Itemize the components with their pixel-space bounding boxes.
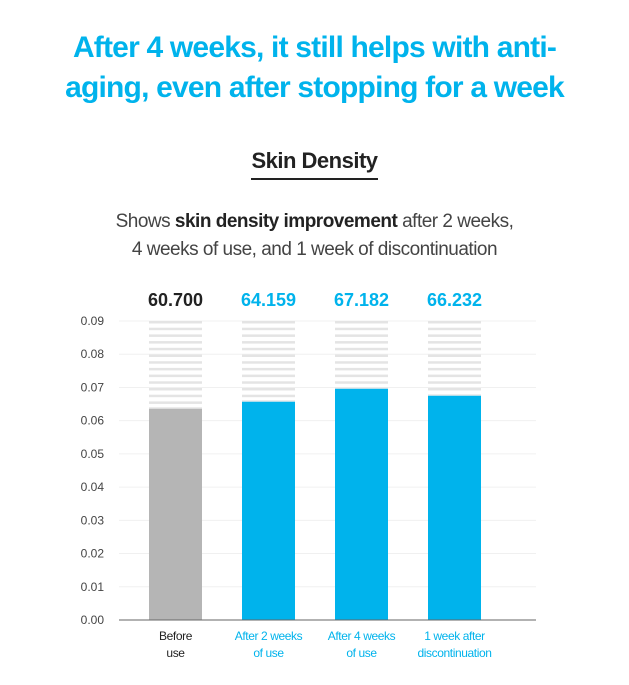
bar	[242, 401, 295, 620]
bar-stripe	[335, 341, 388, 344]
bar-stripe	[149, 388, 202, 391]
y-tick-label: 0.00	[81, 613, 105, 627]
y-tick-label: 0.05	[81, 447, 105, 461]
bar-stripe	[428, 321, 481, 324]
x-tick-label: 1 week after	[424, 629, 485, 643]
chart-title: Skin Density	[0, 148, 629, 180]
y-tick-label: 0.02	[81, 547, 105, 561]
headline-line-2: aging, even after stopping for a week	[65, 71, 565, 104]
y-tick-label: 0.09	[81, 314, 105, 328]
bar	[335, 388, 388, 620]
bar-stripe	[242, 347, 295, 351]
bar-stripe	[335, 374, 388, 378]
subtitle-bold: skin density improvement	[174, 211, 398, 232]
bar-stripe	[149, 381, 202, 384]
bar-stripe	[242, 374, 295, 378]
bar-stripe	[149, 401, 202, 404]
bar-stripe	[335, 367, 388, 371]
bar-stripe	[428, 341, 481, 344]
bar-stripe	[335, 347, 388, 351]
bar-cap	[149, 407, 202, 409]
bar-stripe	[149, 334, 202, 337]
y-tick-label: 0.03	[81, 513, 105, 527]
bar-stripe	[428, 334, 481, 337]
bar	[428, 395, 481, 620]
bar-stripe	[242, 334, 295, 337]
bar-stripe	[428, 367, 481, 371]
bar-stripe	[428, 374, 481, 378]
subtitle-pre: Shows	[115, 211, 175, 232]
bar	[149, 408, 202, 620]
subtitle-post: after 2 weeks,	[397, 211, 514, 232]
bar-stripe	[335, 381, 388, 384]
x-tick-label: Before	[159, 629, 193, 643]
data-label: 64.159	[241, 290, 296, 310]
bar-stripe	[335, 354, 388, 357]
bar-stripe	[335, 321, 388, 324]
bar-stripe	[242, 327, 295, 331]
bar-stripe	[428, 381, 481, 384]
bar-stripe	[335, 361, 388, 364]
bar-stripe	[242, 394, 295, 398]
y-tick-label: 0.04	[81, 480, 105, 494]
bar-stripe	[242, 381, 295, 384]
bar-stripe	[149, 347, 202, 351]
bar-stripe	[149, 321, 202, 324]
bar-cap	[242, 400, 295, 402]
data-label: 60.700	[148, 290, 203, 310]
bar-stripe	[149, 354, 202, 357]
headline-line-1: After 4 weeks, it still helps with anti-	[72, 31, 557, 64]
x-tick-label: After 2 weeks	[235, 629, 303, 643]
bar-stripe	[242, 354, 295, 357]
bar-stripe	[149, 394, 202, 398]
x-tick-label: of use	[253, 646, 284, 660]
bar-stripe	[335, 327, 388, 331]
bar-cap	[335, 387, 388, 389]
x-tick-label: discontinuation	[417, 646, 491, 660]
subtitle-line-2: 4 weeks of use, and 1 week of discontinu…	[131, 239, 498, 260]
bar-stripe	[242, 361, 295, 364]
x-tick-label: of use	[346, 646, 377, 660]
bar-stripe	[149, 341, 202, 344]
bar-stripe	[242, 388, 295, 391]
y-tick-label: 0.01	[81, 580, 105, 594]
data-label: 67.182	[334, 290, 389, 310]
bar-cap	[428, 394, 481, 396]
bar-stripe	[149, 374, 202, 378]
bar-stripe	[149, 327, 202, 331]
bar-stripe	[428, 388, 481, 391]
y-tick-label: 0.08	[81, 347, 105, 361]
chart-subtitle: Shows skin density improvement after 2 w…	[0, 208, 629, 264]
bar-stripe	[335, 334, 388, 337]
headline: After 4 weeks, it still helps with anti-…	[0, 28, 629, 108]
data-label: 66.232	[427, 290, 482, 310]
bar-stripe	[428, 354, 481, 357]
y-tick-label: 0.06	[81, 414, 105, 428]
bar-stripe	[242, 367, 295, 371]
bar-stripe	[428, 327, 481, 331]
bar-stripe	[242, 341, 295, 344]
bar-stripe	[149, 361, 202, 364]
y-tick-label: 0.07	[81, 380, 105, 394]
bar-stripe	[149, 367, 202, 371]
bar-stripe	[242, 321, 295, 324]
x-tick-label: use	[166, 646, 185, 660]
chart-title-text: Skin Density	[251, 148, 378, 180]
bar-stripe	[428, 361, 481, 364]
bar-stripe	[428, 347, 481, 351]
x-tick-label: After 4 weeks	[328, 629, 396, 643]
